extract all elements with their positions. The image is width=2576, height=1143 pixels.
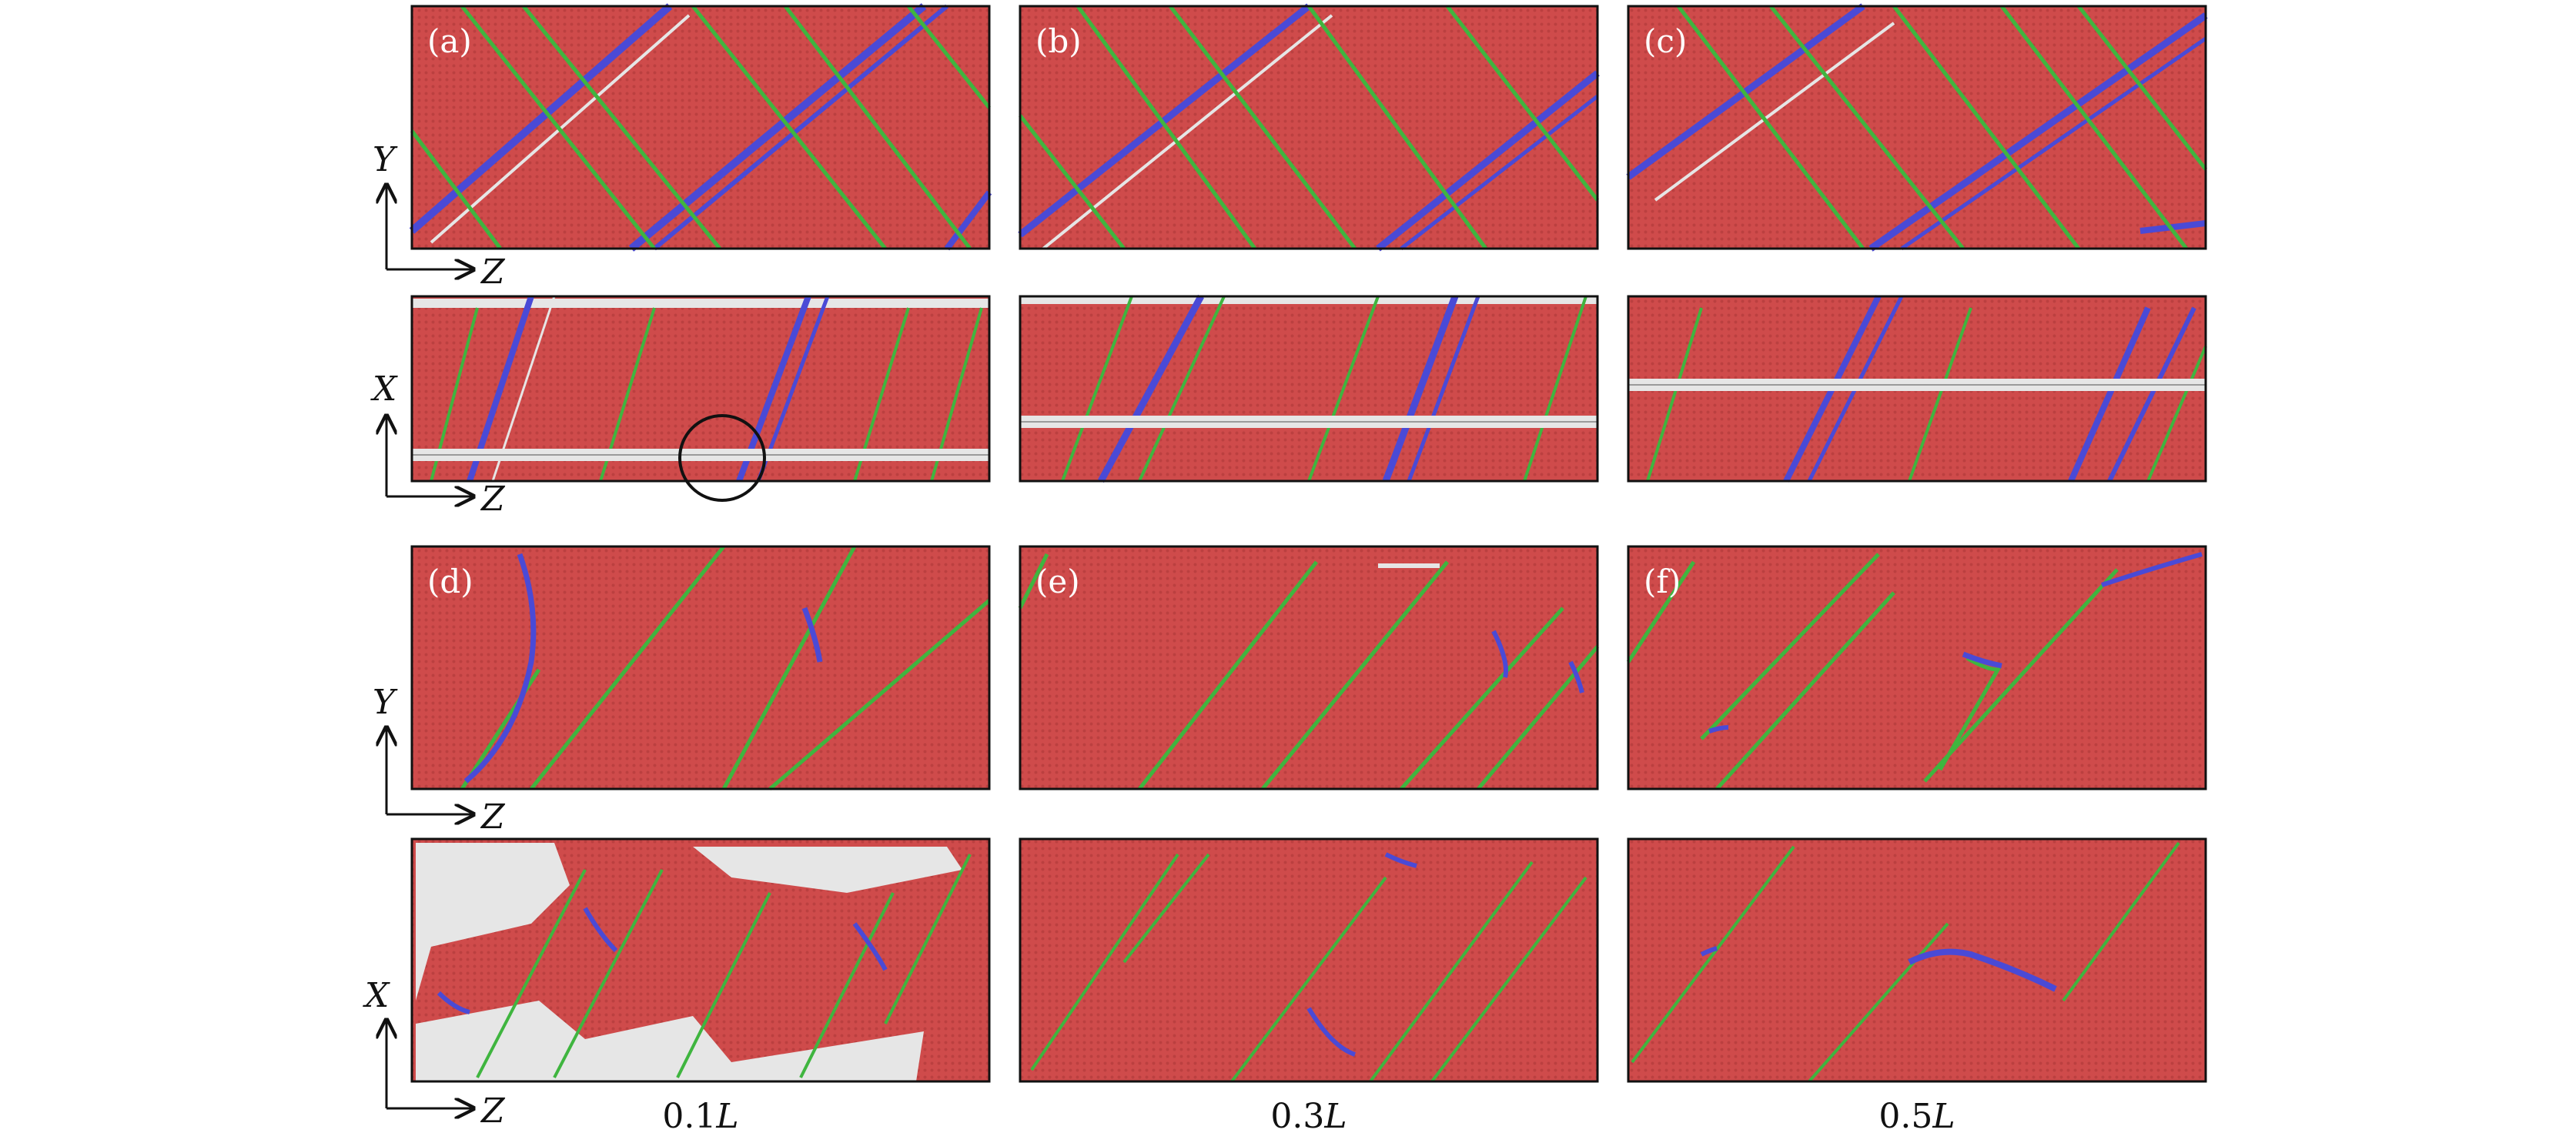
axis-row2-vertical: X [370, 369, 398, 409]
panel-f-yz: (f) [1626, 545, 2207, 790]
panel-e-xz [1019, 837, 1599, 1083]
axis-row1: Y Z [373, 140, 506, 292]
panel-a-xz [410, 295, 991, 502]
axis-row1-vertical: Y [373, 140, 398, 179]
panel-e-yz: (e) [1018, 545, 1599, 790]
panel-f-label: (f) [1644, 563, 1681, 600]
panel-c-yz: (c) [1626, 3, 2208, 252]
panel-a-frame [410, 5, 991, 250]
axis-row3-horizontal: Z [480, 797, 506, 837]
panel-a-label: (a) [427, 22, 472, 60]
panel-b-frame [1019, 5, 1599, 250]
panel-f-frame [1627, 545, 2207, 790]
panel-e-xz-frame [1019, 837, 1599, 1083]
panel-a-yz: (a) [412, 6, 989, 249]
panel-c-label: (c) [1644, 22, 1687, 60]
panel-f-xz-frame [1627, 837, 2207, 1083]
panel-c-xz-frame [1627, 295, 2207, 483]
axis-row3: Y Z [373, 683, 506, 837]
axis-row1-horizontal: Z [480, 252, 506, 292]
panel-c-frame [1627, 5, 2207, 250]
panel-d-frame [410, 545, 991, 790]
column-caption-1: 0.1L [662, 1097, 738, 1136]
panel-c-xz [1627, 295, 2207, 483]
panel-b-label: (b) [1035, 22, 1082, 60]
panel-d-label: (d) [427, 563, 473, 600]
panel-d-yz: (d) [410, 545, 991, 790]
axis-row4: X Z [363, 976, 506, 1131]
column-caption-2: 0.3L [1270, 1097, 1347, 1136]
highlight-circle [678, 414, 766, 502]
panel-f-xz [1627, 837, 2207, 1083]
axis-row3-vertical: Y [373, 683, 398, 722]
panel-e-label: (e) [1035, 563, 1080, 600]
axis-row4-horizontal: Z [480, 1091, 506, 1131]
axis-row4-vertical: X [363, 976, 390, 1015]
panel-b-yz: (b) [1018, 3, 1600, 252]
panel-e-frame [1019, 545, 1599, 790]
column-caption-3: 0.5L [1878, 1097, 1955, 1136]
axis-row2-horizontal: Z [480, 480, 506, 519]
panel-a-xz-frame [410, 295, 991, 483]
panel-b-xz-frame [1019, 295, 1599, 483]
panel-b-xz [1019, 294, 1599, 483]
panel-d-xz-frame [410, 837, 991, 1083]
panel-d-xz [410, 837, 991, 1083]
axis-row2: X Z [370, 369, 506, 519]
